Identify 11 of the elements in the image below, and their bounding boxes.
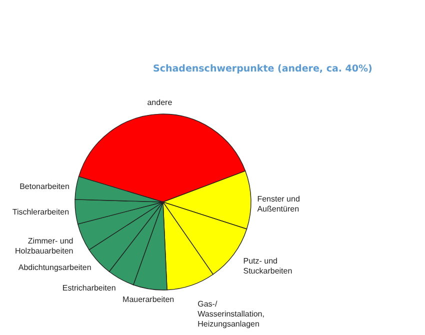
slice-label: Betonarbeiten (20, 182, 70, 191)
slice-label: Zimmer- und Holzbauarbeiten (14, 236, 74, 256)
slice-label: Abdichtungsarbeiten (18, 262, 92, 272)
slice-label: Gas-/ Wasserinstallation, Heizungsanlagen (198, 300, 264, 329)
slice-label: Fenster und Außentüren (257, 194, 300, 214)
slice-label: Putz- und Stuckarbeiten (243, 256, 292, 276)
slice-label: Estricharbeiten (62, 283, 116, 292)
slice-label: Tischlerarbeiten (12, 208, 70, 217)
slice-label: Mauerarbeiten (122, 294, 174, 304)
slice-label: andere (147, 98, 173, 108)
chart-title: Schadenschwerpunkte (andere, ca. 40%) (153, 64, 372, 74)
